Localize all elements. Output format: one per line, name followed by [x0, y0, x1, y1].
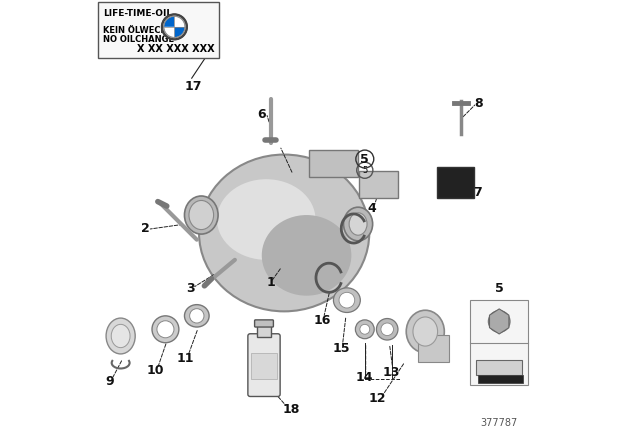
Ellipse shape [184, 196, 218, 234]
Text: 9: 9 [105, 375, 114, 388]
Ellipse shape [106, 318, 135, 354]
FancyBboxPatch shape [309, 150, 358, 177]
Text: 11: 11 [177, 352, 195, 365]
Text: 17: 17 [185, 79, 202, 93]
Ellipse shape [189, 201, 214, 230]
Wedge shape [164, 17, 174, 27]
Text: 3: 3 [186, 282, 195, 296]
Text: 13: 13 [383, 366, 401, 379]
Text: 12: 12 [369, 392, 386, 405]
Ellipse shape [381, 323, 394, 336]
FancyBboxPatch shape [248, 334, 280, 396]
Text: 14: 14 [356, 370, 374, 384]
Circle shape [162, 14, 187, 39]
Wedge shape [174, 27, 185, 37]
FancyBboxPatch shape [477, 375, 524, 383]
FancyBboxPatch shape [418, 335, 449, 362]
Ellipse shape [406, 310, 444, 353]
Text: 16: 16 [314, 314, 331, 327]
Ellipse shape [349, 213, 367, 235]
Text: 2: 2 [141, 222, 150, 235]
FancyBboxPatch shape [359, 171, 397, 198]
Wedge shape [174, 17, 185, 27]
FancyBboxPatch shape [99, 2, 220, 58]
FancyBboxPatch shape [255, 320, 273, 327]
FancyBboxPatch shape [252, 353, 276, 379]
Ellipse shape [152, 316, 179, 343]
Ellipse shape [199, 155, 369, 311]
Text: 377787: 377787 [481, 418, 518, 428]
Polygon shape [490, 309, 509, 334]
Text: 5: 5 [362, 166, 367, 175]
Ellipse shape [111, 324, 130, 348]
Text: 7: 7 [474, 186, 482, 199]
Ellipse shape [157, 321, 174, 338]
Text: 5: 5 [360, 152, 369, 166]
Ellipse shape [217, 179, 316, 260]
Ellipse shape [333, 288, 360, 313]
Text: 4: 4 [367, 202, 376, 215]
Ellipse shape [339, 293, 355, 308]
Text: KEIN ÖLWECHSEL: KEIN ÖLWECHSEL [103, 26, 184, 34]
Text: 6: 6 [257, 108, 266, 121]
Ellipse shape [262, 215, 351, 296]
Ellipse shape [488, 311, 510, 332]
Ellipse shape [355, 320, 374, 339]
Circle shape [164, 16, 185, 38]
Ellipse shape [376, 319, 398, 340]
Text: LIFE-TIME-OIL: LIFE-TIME-OIL [103, 9, 172, 18]
Text: 18: 18 [282, 403, 300, 417]
Ellipse shape [413, 317, 438, 346]
FancyBboxPatch shape [257, 325, 271, 337]
Text: X XX XXX XXX: X XX XXX XXX [137, 44, 215, 54]
Text: 15: 15 [333, 342, 350, 355]
Text: NO OILCHANGE: NO OILCHANGE [103, 35, 174, 44]
Text: 10: 10 [147, 364, 164, 378]
Ellipse shape [184, 305, 209, 327]
Ellipse shape [344, 207, 372, 241]
Ellipse shape [360, 324, 370, 334]
Text: 1: 1 [266, 276, 275, 289]
Text: 5: 5 [495, 282, 504, 296]
Text: 8: 8 [475, 97, 483, 111]
FancyBboxPatch shape [476, 360, 522, 375]
FancyBboxPatch shape [470, 300, 529, 385]
Ellipse shape [189, 309, 204, 323]
Wedge shape [164, 27, 174, 37]
FancyBboxPatch shape [437, 167, 474, 198]
